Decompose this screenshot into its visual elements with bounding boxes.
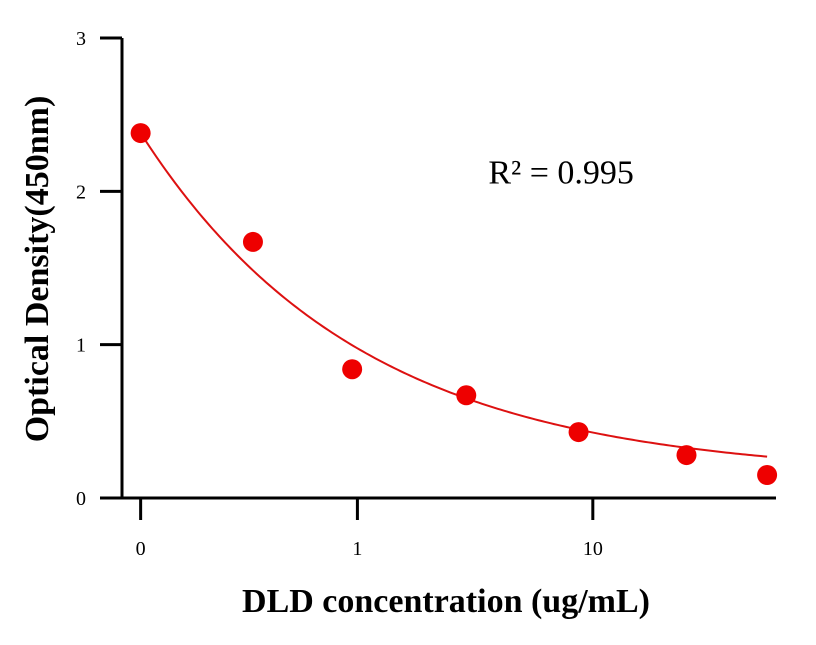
fitted-curve-line <box>139 132 768 458</box>
y-axis-title: Optical Density(450nm) <box>19 96 56 443</box>
data-points <box>130 123 778 485</box>
data-point <box>242 231 263 252</box>
y-tick-label: 1 <box>76 335 86 357</box>
x-axis-title: DLD concentration (ug/mL) <box>242 583 650 620</box>
y-tick-label: 3 <box>76 28 86 50</box>
data-point <box>757 465 778 485</box>
y-tick-label: 2 <box>76 181 86 203</box>
x-tick-label: 10 <box>583 538 603 560</box>
x-tick-label: 1 <box>352 538 362 560</box>
y-tick-label: 0 <box>76 488 86 510</box>
data-point <box>130 123 151 144</box>
r-squared-annotation: R² = 0.995 <box>488 155 634 192</box>
y-axis-ticks: 0 1 2 3 <box>76 28 122 510</box>
data-point <box>568 422 589 443</box>
data-point <box>456 385 477 406</box>
data-point <box>342 359 363 380</box>
x-tick-label: 0 <box>136 538 146 560</box>
x-axis-ticks: 0 1 10 <box>136 498 603 560</box>
data-point <box>676 445 697 466</box>
